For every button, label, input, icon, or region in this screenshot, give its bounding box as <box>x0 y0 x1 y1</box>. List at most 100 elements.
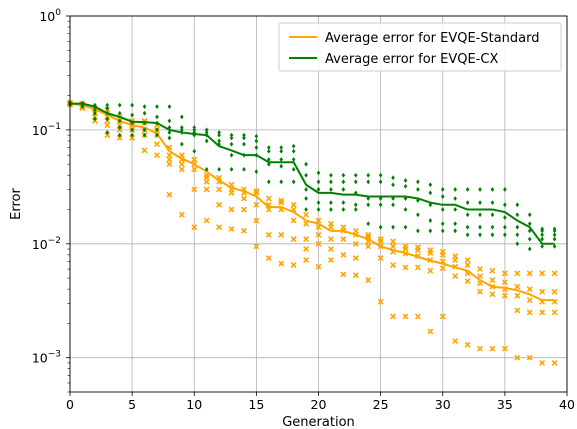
standard-marker-x <box>539 359 546 366</box>
standard-marker-x <box>340 236 347 243</box>
cx-marker-diamond <box>341 172 346 178</box>
cx-marker-diamond <box>416 198 420 203</box>
standard-marker-x <box>327 236 334 243</box>
cx-marker-diamond <box>229 152 234 158</box>
standard-marker-x <box>116 126 123 133</box>
standard-marker-x <box>427 328 434 335</box>
cx-marker-diamond <box>279 148 284 154</box>
cx-marker-diamond <box>217 167 221 172</box>
x-tick-label: 15 <box>248 397 264 412</box>
standard-marker-x <box>477 345 483 352</box>
cx-marker-diamond <box>515 241 520 247</box>
cx-marker-diamond <box>229 132 234 138</box>
standard-marker-x <box>327 257 334 264</box>
cx-marker-diamond <box>130 102 134 108</box>
standard-marker-x <box>477 288 483 295</box>
cx-marker-diamond <box>155 127 159 133</box>
cx-marker-diamond <box>217 130 221 135</box>
x-tick-label: 30 <box>435 397 451 412</box>
x-tick-label: 0 <box>66 397 74 412</box>
standard-marker-x <box>526 309 533 316</box>
average-line-cx <box>70 102 555 245</box>
cx-marker-diamond <box>291 157 296 162</box>
standard-marker-x <box>303 257 310 264</box>
cx-marker-diamond <box>552 236 557 242</box>
cx-marker-diamond <box>440 187 445 192</box>
legend-label-cx: Average error for EVQE-CX <box>325 52 498 67</box>
cx-marker-diamond <box>130 132 134 138</box>
cx-marker-diamond <box>93 116 97 122</box>
cx-marker-diamond <box>366 221 370 227</box>
standard-marker-x <box>464 262 471 269</box>
standard-marker-x <box>489 291 496 298</box>
standard-marker-x <box>290 262 297 269</box>
standard-marker-x <box>365 243 372 250</box>
standard-marker-x <box>265 255 272 262</box>
standard-marker-x <box>340 251 347 258</box>
cx-marker-diamond <box>403 224 408 230</box>
cx-marker-diamond <box>329 207 333 212</box>
cx-marker-diamond <box>428 228 433 234</box>
cx-marker-diamond <box>180 114 184 120</box>
x-axis-label: Generation <box>282 415 355 429</box>
cx-marker-diamond <box>341 207 346 212</box>
cx-marker-diamond <box>105 130 110 135</box>
y-tick-label: 100 <box>39 8 61 24</box>
standard-marker-x <box>166 152 173 159</box>
cx-marker-diamond <box>478 224 482 230</box>
standard-marker-x <box>166 161 173 168</box>
standard-marker-x <box>489 277 496 284</box>
x-tick-label: 40 <box>559 397 575 412</box>
standard-marker-x <box>539 270 546 277</box>
cx-marker-diamond <box>167 118 172 124</box>
standard-marker-x <box>216 186 223 193</box>
cx-marker-diamond <box>105 102 110 108</box>
cx-marker-diamond <box>341 187 346 192</box>
cx-marker-diamond <box>304 207 308 212</box>
cx-marker-diamond <box>105 116 110 122</box>
cx-marker-diamond <box>279 157 284 162</box>
standard-marker-x <box>464 341 471 348</box>
cx-marker-diamond <box>453 187 457 192</box>
standard-marker-x <box>402 243 409 250</box>
cx-marker-diamond <box>341 179 346 185</box>
standard-marker-x <box>203 186 210 193</box>
cx-marker-diamond <box>180 141 184 147</box>
cx-marker-diamond <box>316 187 321 192</box>
standard-marker-x <box>514 354 521 361</box>
standard-marker-x <box>228 206 235 213</box>
cx-marker-diamond <box>428 202 433 208</box>
standard-marker-x <box>154 141 160 148</box>
standard-marker-x <box>327 246 334 252</box>
cx-marker-diamond <box>552 226 557 232</box>
cx-marker-diamond <box>540 236 544 242</box>
cx-marker-diamond <box>167 135 172 141</box>
standard-marker-x <box>514 307 521 314</box>
standard-marker-x <box>352 255 359 262</box>
cx-marker-diamond <box>329 172 333 178</box>
standard-marker-x <box>377 236 384 243</box>
cx-marker-diamond <box>254 138 259 144</box>
standard-marker-x <box>414 244 421 251</box>
cx-marker-diamond <box>242 141 246 147</box>
cx-marker-diamond <box>142 127 147 133</box>
cx-marker-diamond <box>279 179 284 185</box>
cx-marker-diamond <box>229 167 234 172</box>
cx-marker-diamond <box>254 145 259 150</box>
standard-marker-x <box>526 354 533 361</box>
standard-marker-x <box>166 191 173 198</box>
standard-marker-x <box>539 309 546 316</box>
cx-marker-diamond <box>515 224 520 230</box>
standard-marker-x <box>551 309 558 316</box>
cx-marker-diamond <box>279 163 284 169</box>
standard-marker-x <box>352 227 359 234</box>
cx-marker-diamond <box>130 112 134 118</box>
cx-marker-diamond <box>242 135 246 141</box>
cx-marker-diamond <box>142 132 147 138</box>
standard-marker-x <box>203 217 210 224</box>
cx-marker-diamond <box>478 200 482 206</box>
standard-marker-x <box>240 206 247 213</box>
standard-marker-x <box>526 270 533 277</box>
standard-marker-x <box>390 243 397 250</box>
cx-marker-diamond <box>217 138 221 144</box>
